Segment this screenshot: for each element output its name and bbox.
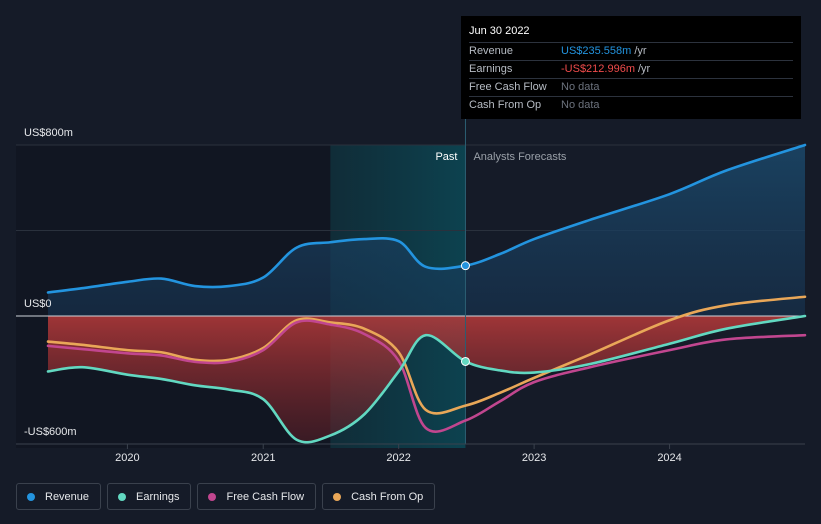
tooltip-row-cash-from-op: Cash From Op No data bbox=[469, 96, 793, 114]
series-line-earnings bbox=[46, 314, 807, 444]
tooltip-date: Jun 30 2022 bbox=[469, 25, 530, 37]
x-tick-label: 2021 bbox=[251, 452, 275, 464]
legend-label: Earnings bbox=[136, 490, 180, 503]
series-line-revenue bbox=[46, 143, 807, 294]
legend-label: Revenue bbox=[45, 490, 90, 503]
legend-dot-icon bbox=[333, 492, 342, 501]
legend-dot-icon bbox=[208, 492, 217, 501]
x-tick-label: 2024 bbox=[657, 452, 681, 464]
x-tick-label: 2023 bbox=[522, 452, 546, 464]
tooltip-label: Earnings bbox=[469, 63, 513, 75]
tooltip-unit: /yr bbox=[638, 63, 651, 75]
x-axis: 2020 2021 2022 2023 2024 bbox=[115, 444, 682, 464]
tooltip-value: -US$212.996m bbox=[561, 63, 635, 75]
legend-label: Free Cash Flow bbox=[226, 490, 305, 503]
tooltip-label: Cash From Op bbox=[469, 99, 542, 111]
marker-earnings bbox=[460, 356, 470, 366]
legend-dot-icon bbox=[27, 492, 35, 501]
tooltip-label: Revenue bbox=[469, 45, 514, 57]
legend-dot-icon bbox=[118, 492, 127, 501]
y-tick-label: US$0 bbox=[24, 298, 52, 310]
tooltip-row-free-cash-flow: Free Cash Flow No data bbox=[469, 78, 793, 96]
tooltip-value: US$235.558m bbox=[561, 45, 632, 57]
marker-revenue bbox=[460, 261, 470, 271]
series-line-cash-from-op bbox=[46, 295, 807, 415]
y-tick-label: -US$600m bbox=[24, 426, 77, 438]
tooltip-row-revenue: Revenue US$235.558m /yr bbox=[469, 42, 793, 60]
x-tick-label: 2022 bbox=[386, 452, 410, 464]
series-line-free-cash-flow bbox=[46, 319, 807, 433]
legend-item-cash-from-op[interactable]: Cash From Op bbox=[322, 483, 436, 510]
tooltip: Jun 30 2022 Revenue US$235.558m /yr Earn… bbox=[461, 16, 801, 119]
revenue-area bbox=[48, 145, 805, 316]
past-label: Past bbox=[435, 151, 457, 163]
legend: Revenue Earnings Free Cash Flow Cash Fro… bbox=[16, 483, 436, 510]
y-tick-label: US$800m bbox=[24, 127, 73, 139]
tooltip-value: No data bbox=[561, 99, 600, 111]
series-lines bbox=[46, 143, 807, 444]
earnings-area bbox=[48, 316, 805, 443]
tooltip-unit: /yr bbox=[634, 45, 647, 57]
tooltip-label: Free Cash Flow bbox=[469, 81, 547, 93]
legend-label: Cash From Op bbox=[351, 490, 424, 503]
x-tick-label: 2020 bbox=[115, 452, 139, 464]
legend-item-earnings[interactable]: Earnings bbox=[107, 483, 192, 510]
forecast-label: Analysts Forecasts bbox=[473, 151, 566, 163]
legend-item-revenue[interactable]: Revenue bbox=[16, 483, 102, 510]
legend-item-free-cash-flow[interactable]: Free Cash Flow bbox=[197, 483, 317, 510]
y-axis: US$800m US$0 -US$600m bbox=[24, 127, 77, 438]
tooltip-row-earnings: Earnings -US$212.996m /yr bbox=[469, 60, 793, 78]
tooltip-value: No data bbox=[561, 81, 600, 93]
markers bbox=[460, 261, 470, 366]
